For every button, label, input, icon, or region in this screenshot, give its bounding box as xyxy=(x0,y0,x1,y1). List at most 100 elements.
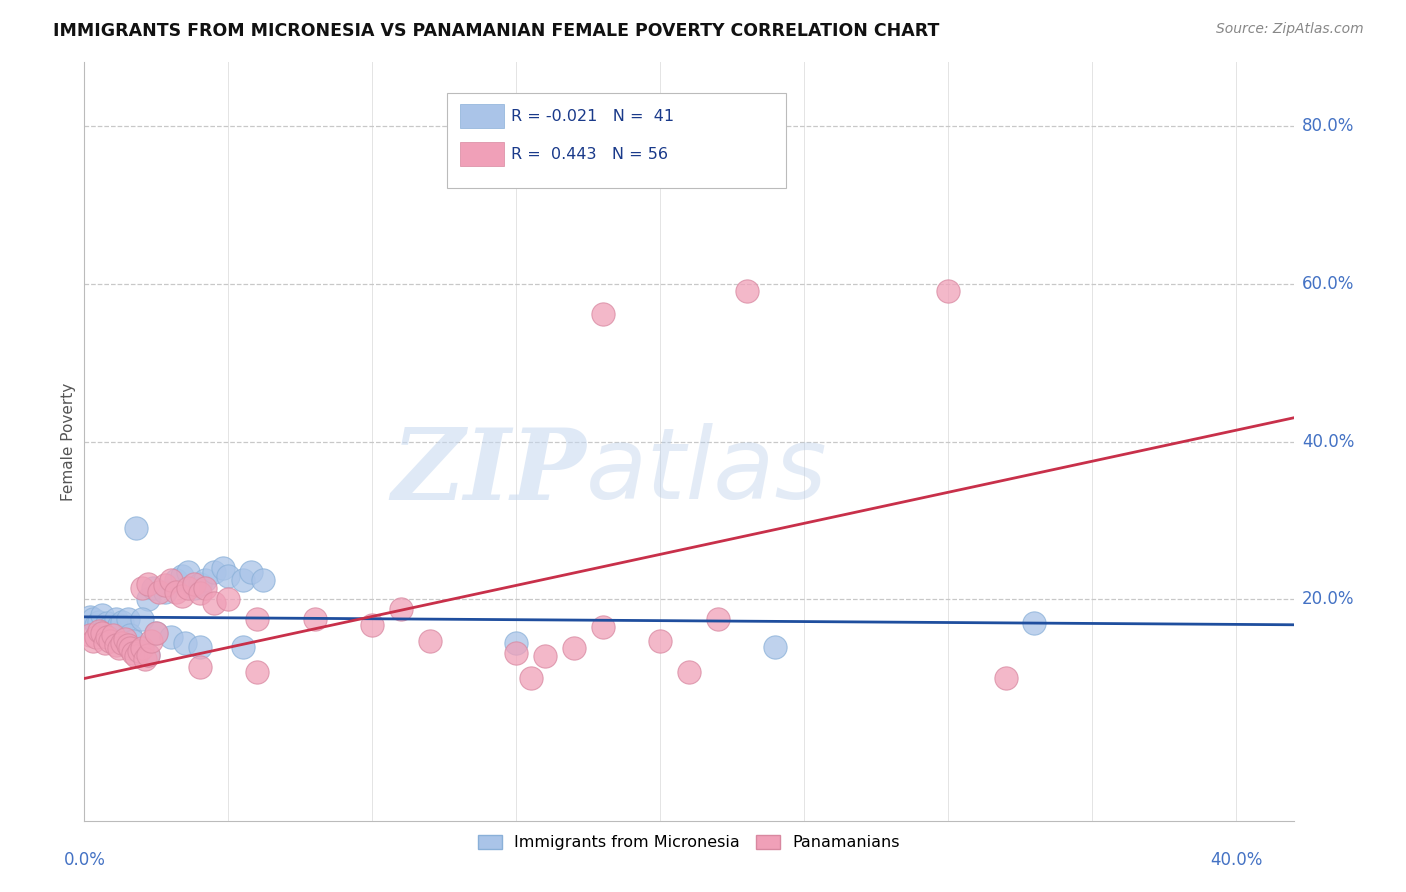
Text: ZIP: ZIP xyxy=(391,424,586,520)
Point xyxy=(389,602,412,616)
Point xyxy=(166,584,188,599)
Point xyxy=(246,665,269,680)
Point xyxy=(96,616,118,631)
Point xyxy=(183,576,205,591)
Point xyxy=(1024,616,1046,631)
Point xyxy=(90,608,112,623)
Point xyxy=(592,307,614,321)
Point xyxy=(111,615,134,629)
Point xyxy=(145,625,167,640)
Point xyxy=(217,592,239,607)
FancyBboxPatch shape xyxy=(460,142,503,166)
Point xyxy=(177,565,200,579)
Point xyxy=(105,612,128,626)
Point xyxy=(252,573,274,587)
Point xyxy=(82,633,104,648)
Point xyxy=(122,633,145,648)
Point xyxy=(125,521,148,535)
Point xyxy=(188,640,211,654)
Point xyxy=(166,573,188,587)
Point xyxy=(84,617,107,632)
Point xyxy=(188,576,211,591)
Point xyxy=(232,573,254,587)
Point xyxy=(202,597,225,611)
Point xyxy=(505,646,527,660)
Point xyxy=(131,581,153,595)
Point xyxy=(505,636,527,650)
Point xyxy=(84,631,107,645)
Point xyxy=(87,624,110,639)
Point xyxy=(79,610,101,624)
Point xyxy=(82,612,104,626)
Point xyxy=(183,581,205,595)
Point xyxy=(125,649,148,664)
Point xyxy=(217,569,239,583)
Point xyxy=(111,636,134,650)
FancyBboxPatch shape xyxy=(447,93,786,187)
Text: atlas: atlas xyxy=(586,424,828,520)
Point xyxy=(188,586,211,600)
Point xyxy=(211,561,233,575)
Point xyxy=(142,581,165,595)
Point xyxy=(93,636,115,650)
Point xyxy=(678,665,700,680)
Point xyxy=(101,628,124,642)
Text: 40.0%: 40.0% xyxy=(1302,433,1354,450)
Point xyxy=(188,659,211,673)
Point xyxy=(202,565,225,579)
Point xyxy=(96,631,118,645)
Text: 80.0%: 80.0% xyxy=(1302,117,1354,135)
Point xyxy=(194,573,217,587)
Point xyxy=(153,578,176,592)
Point xyxy=(117,612,139,626)
Point xyxy=(136,648,159,662)
Point xyxy=(994,672,1017,686)
Y-axis label: Female Poverty: Female Poverty xyxy=(60,383,76,500)
Point xyxy=(117,638,139,652)
Point xyxy=(114,632,136,646)
Point xyxy=(90,625,112,640)
Point xyxy=(131,641,153,656)
Point xyxy=(159,631,181,645)
Point xyxy=(136,576,159,591)
Point xyxy=(304,612,326,626)
Point xyxy=(936,285,959,299)
Point xyxy=(79,628,101,642)
Point xyxy=(93,623,115,637)
Text: IMMIGRANTS FROM MICRONESIA VS PANAMANIAN FEMALE POVERTY CORRELATION CHART: IMMIGRANTS FROM MICRONESIA VS PANAMANIAN… xyxy=(53,22,939,40)
Text: R =  0.443   N = 56: R = 0.443 N = 56 xyxy=(512,146,668,161)
Point xyxy=(592,620,614,634)
Point xyxy=(735,285,758,299)
Point xyxy=(98,633,121,648)
Point xyxy=(194,581,217,595)
Point xyxy=(763,640,786,654)
Point xyxy=(136,648,159,662)
Point xyxy=(131,612,153,626)
Point xyxy=(139,633,162,648)
Point xyxy=(361,617,384,632)
Point xyxy=(128,644,150,658)
Point xyxy=(562,641,585,656)
Text: 0.0%: 0.0% xyxy=(63,851,105,869)
Text: R = -0.021   N =  41: R = -0.021 N = 41 xyxy=(512,109,675,124)
Point xyxy=(172,569,194,583)
Point xyxy=(706,612,728,626)
Point xyxy=(108,641,131,656)
Point xyxy=(419,633,441,648)
Point xyxy=(120,628,142,642)
Point xyxy=(177,581,200,595)
Text: 20.0%: 20.0% xyxy=(1302,591,1354,608)
Text: 40.0%: 40.0% xyxy=(1209,851,1263,869)
Point xyxy=(148,584,170,599)
Point xyxy=(174,636,197,650)
Point xyxy=(98,620,121,634)
Point xyxy=(105,638,128,652)
Point xyxy=(122,646,145,660)
FancyBboxPatch shape xyxy=(460,104,503,128)
Point xyxy=(172,589,194,603)
Point xyxy=(534,649,557,664)
Point xyxy=(136,592,159,607)
Point xyxy=(120,641,142,656)
Point xyxy=(101,625,124,640)
Point xyxy=(153,584,176,599)
